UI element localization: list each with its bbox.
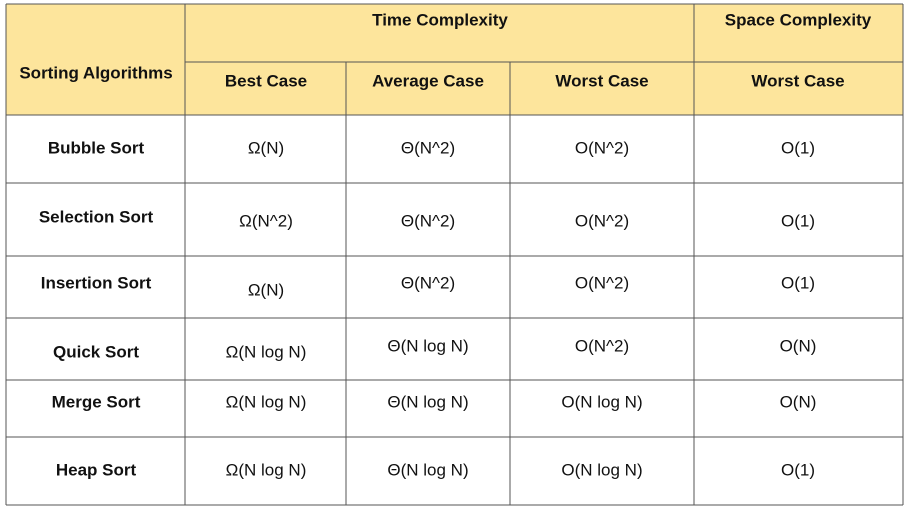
complexity-cell: Ω(N log N) [226,342,307,361]
group-header: Time Complexity [372,10,508,29]
algorithm-name: Selection Sort [39,207,154,226]
complexity-cell: O(1) [781,460,815,479]
complexity-cell: Ω(N log N) [226,392,307,411]
complexity-cell: Θ(N^2) [401,273,455,292]
complexity-cell: Ω(N) [248,280,284,299]
complexity-cell: Θ(N^2) [401,138,455,157]
row-label-header: Sorting Algorithms [19,63,172,82]
complexity-cell: O(1) [781,138,815,157]
complexity-cell: O(N log N) [561,392,642,411]
column-header: Average Case [372,71,484,90]
grid [5,3,904,506]
complexity-cell: Ω(N^2) [239,211,293,230]
column-header: Best Case [225,71,307,90]
complexity-cell: O(N^2) [575,273,629,292]
header-background [6,4,903,115]
complexity-cell: Θ(N log N) [387,392,468,411]
group-header: Space Complexity [725,10,872,29]
complexity-cell: Θ(N log N) [387,460,468,479]
algorithm-name: Insertion Sort [41,273,152,292]
complexity-cell: Ω(N log N) [226,460,307,479]
complexity-cell: O(N^2) [575,211,629,230]
complexity-cell: O(N^2) [575,138,629,157]
complexity-cell: O(N log N) [561,460,642,479]
complexity-cell: O(1) [781,273,815,292]
complexity-cell: Θ(N^2) [401,211,455,230]
complexity-cell: O(N^2) [575,336,629,355]
algorithm-name: Bubble Sort [48,138,145,157]
complexity-cell: O(1) [781,211,815,230]
complexity-cell: Ω(N) [248,138,284,157]
algorithm-name: Heap Sort [56,460,137,479]
complexity-cell: O(N) [780,392,817,411]
algorithm-name: Quick Sort [53,342,139,361]
algorithm-name: Merge Sort [52,392,141,411]
complexity-cell: Θ(N log N) [387,336,468,355]
complexity-cell: O(N) [780,336,817,355]
column-header: Worst Case [751,71,844,90]
column-header: Worst Case [555,71,648,90]
